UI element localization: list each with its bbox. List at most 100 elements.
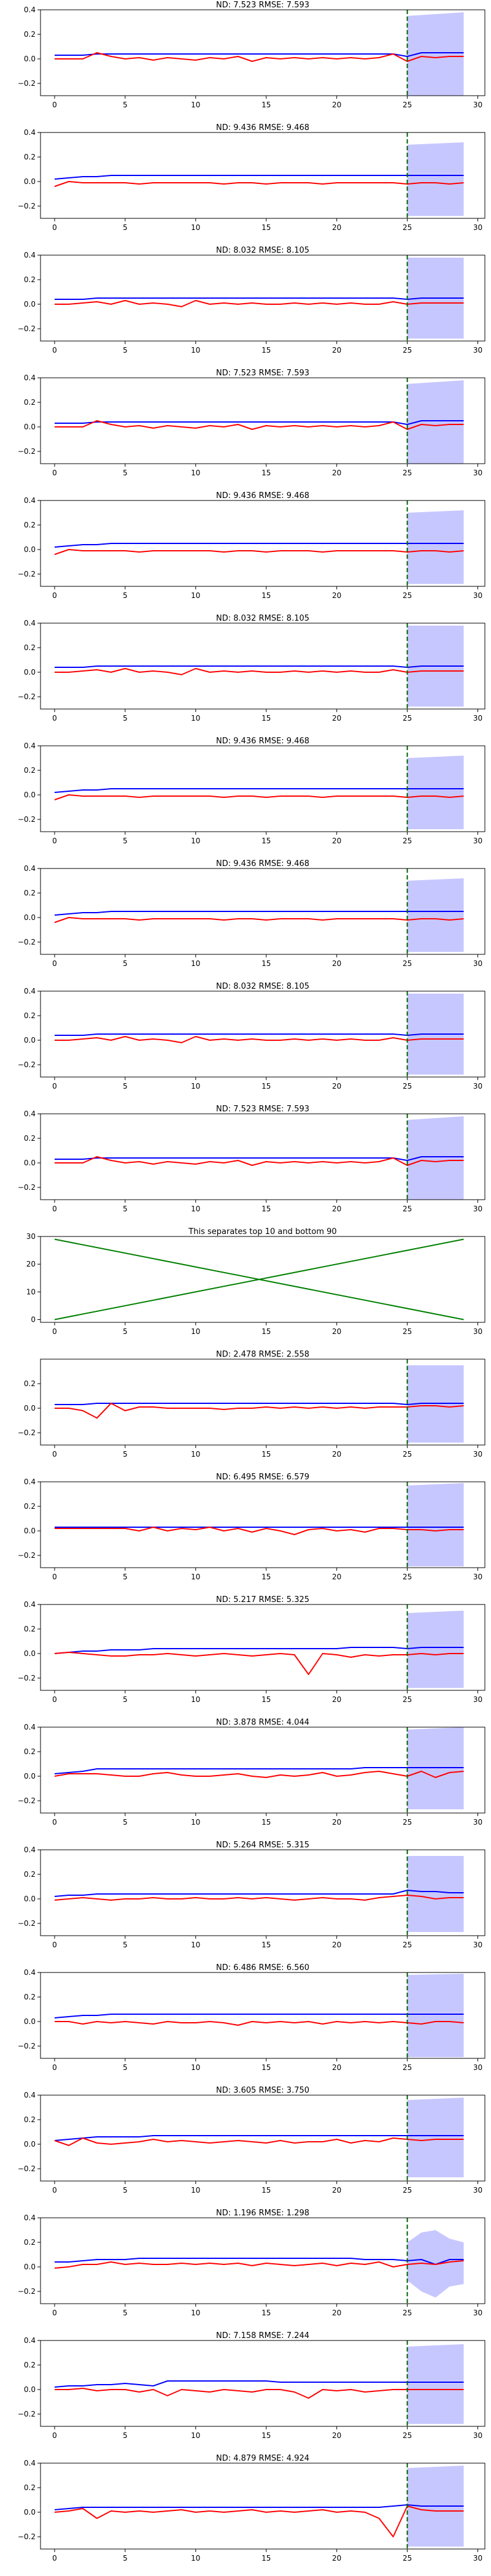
x-tick-label: 5 (123, 1818, 128, 1827)
axes-frame (40, 2217, 485, 2304)
x-tick-label: 30 (473, 2186, 482, 2195)
x-tick-label: 0 (52, 1327, 57, 1336)
subplot-title: ND: 5.264 RMSE: 5.315 (216, 1841, 309, 1850)
x-tick-label: 20 (332, 1205, 341, 1213)
x-tick-label: 0 (52, 101, 57, 109)
y-tick-label: 0.2 (24, 30, 36, 39)
axes-frame (40, 1359, 485, 1446)
series-line-0 (54, 1156, 464, 1161)
x-tick-label: 25 (403, 1573, 412, 1581)
x-tick-label: 30 (473, 469, 482, 477)
subplot-4: ND: 9.436 RMSE: 9.468 0 5 10 15 20 25 30 −0.2 0.0… (18, 491, 485, 600)
x-tick-label: 25 (403, 1941, 412, 1949)
uncertainty-band (407, 142, 464, 216)
y-tick-label: 0.4 (24, 619, 36, 627)
x-tick-label: 5 (123, 1327, 128, 1336)
subplot-8: ND: 8.032 RMSE: 8.105 0 5 10 15 20 25 30 −0.2 0.0… (18, 982, 485, 1091)
series-line-0 (54, 420, 464, 425)
x-tick-label: 5 (123, 2554, 128, 2563)
y-tick-label: 0.4 (24, 128, 36, 137)
series-line-1 (54, 181, 464, 187)
x-tick-label: 10 (191, 1818, 200, 1827)
y-tick-label: 0.0 (24, 423, 36, 431)
x-tick-label: 10 (191, 1450, 200, 1459)
y-tick-label: 0.2 (24, 1870, 36, 1879)
y-tick-label: 0.0 (24, 2508, 36, 2517)
x-tick-label: 15 (261, 223, 271, 232)
axes-frame (40, 1113, 485, 1200)
x-tick-label: 10 (191, 101, 200, 109)
x-tick-label: 0 (52, 2186, 57, 2195)
y-tick-label: −0.2 (18, 1060, 36, 1069)
series-line-0 (54, 297, 464, 300)
series-line-0 (54, 543, 464, 548)
y-tick-label: 0.2 (24, 889, 36, 897)
x-tick-label: 20 (332, 101, 341, 109)
x-tick-label: 5 (123, 1695, 128, 1704)
x-tick-label: 25 (403, 2063, 412, 2072)
y-tick-label: 0.4 (24, 6, 36, 14)
x-tick-label: 20 (332, 2309, 341, 2317)
y-tick-label: 0.4 (24, 742, 36, 750)
y-tick-label: 0.2 (24, 1502, 36, 1511)
series-line-1 (54, 1652, 464, 1675)
x-tick-label: 20 (332, 1450, 341, 1459)
x-tick-label: 25 (403, 837, 412, 845)
y-tick-label: 0.2 (24, 1011, 36, 1020)
series-line-0 (54, 1767, 464, 1774)
y-tick-label: 0.0 (24, 1895, 36, 1903)
subplot-title: ND: 5.217 RMSE: 5.325 (216, 1595, 309, 1604)
subplot-16: ND: 6.486 RMSE: 6.560 0 5 10 15 20 25 30 −0.2 0.0… (18, 1963, 485, 2072)
x-tick-label: 20 (332, 1327, 341, 1336)
y-tick-label: 0.4 (24, 496, 36, 505)
subplot-title: ND: 7.523 RMSE: 7.593 (216, 369, 309, 378)
x-tick-label: 30 (473, 1450, 482, 1459)
y-tick-label: 0.2 (24, 521, 36, 529)
axes-frame (40, 745, 485, 832)
x-tick-label: 30 (473, 1941, 482, 1949)
x-tick-label: 10 (191, 1082, 200, 1091)
x-tick-label: 20 (332, 837, 341, 845)
uncertainty-band (407, 2344, 464, 2424)
series-line-1 (54, 2260, 464, 2269)
series-line-1 (54, 420, 464, 430)
axes-frame (40, 2340, 485, 2427)
x-tick-label: 5 (123, 2186, 128, 2195)
y-tick-label: 0.4 (24, 1723, 36, 1731)
y-tick-label: 0.0 (24, 1159, 36, 1167)
series-line-1 (54, 52, 464, 62)
x-tick-label: 0 (52, 591, 57, 600)
x-tick-label: 30 (473, 1695, 482, 1704)
y-tick-label: 0.2 (24, 2115, 36, 2124)
x-tick-label: 25 (403, 591, 412, 600)
x-tick-label: 15 (261, 2309, 271, 2317)
x-tick-label: 0 (52, 959, 57, 968)
x-tick-label: 10 (191, 2063, 200, 2072)
x-tick-label: 0 (52, 346, 57, 355)
y-tick-label: −0.2 (18, 815, 36, 824)
x-tick-label: 30 (473, 1327, 482, 1336)
x-tick-label: 25 (403, 469, 412, 477)
x-tick-label: 0 (52, 469, 57, 477)
x-tick-label: 10 (191, 1327, 200, 1336)
subplot-2: ND: 8.032 RMSE: 8.105 0 5 10 15 20 25 30 −0.2 0.0… (18, 246, 485, 355)
axes-frame (40, 1604, 485, 1691)
x-tick-label: 5 (123, 1205, 128, 1213)
uncertainty-band (407, 1974, 464, 2057)
x-tick-label: 20 (332, 469, 341, 477)
x-tick-label: 15 (261, 1450, 271, 1459)
axes-frame (40, 9, 485, 96)
series-line-0 (54, 1890, 464, 1897)
x-tick-label: 15 (261, 1695, 271, 1704)
x-tick-label: 30 (473, 2309, 482, 2317)
x-tick-label: 15 (261, 591, 271, 600)
y-tick-label: 0.2 (24, 1134, 36, 1143)
axes-frame (40, 1481, 485, 1568)
series-line-1 (54, 668, 464, 675)
x-tick-label: 15 (261, 2063, 271, 2072)
x-tick-label: 20 (332, 2186, 341, 2195)
x-tick-label: 10 (191, 2431, 200, 2440)
x-tick-label: 20 (332, 1573, 341, 1581)
y-tick-label: 0.0 (24, 2385, 36, 2394)
x-tick-label: 15 (261, 1941, 271, 1949)
